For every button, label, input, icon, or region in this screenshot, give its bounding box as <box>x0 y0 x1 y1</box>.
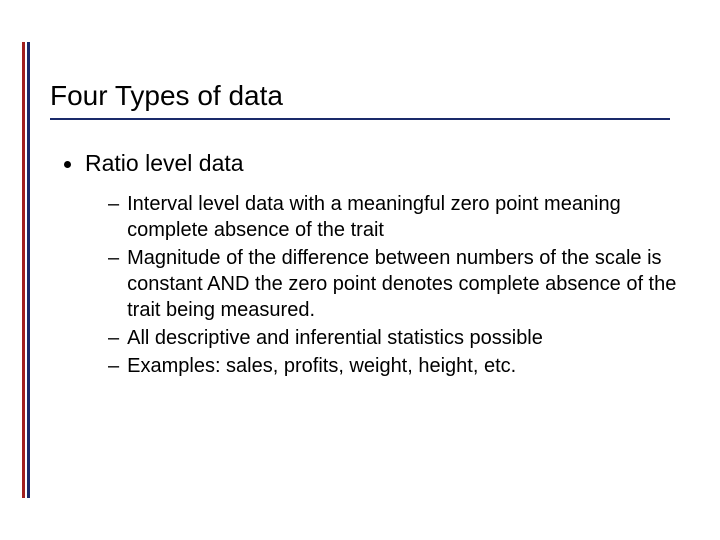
dash-icon: – <box>108 191 119 217</box>
left-border-red <box>22 42 25 498</box>
sub-bullet-text: Interval level data with a meaningful ze… <box>127 191 687 243</box>
sub-bullet-list: – Interval level data with a meaningful … <box>108 191 690 379</box>
dash-icon: – <box>108 245 119 271</box>
slide-title: Four Types of data <box>50 80 670 120</box>
sub-bullet-text: All descriptive and inferential statisti… <box>127 325 543 351</box>
bullet-dot-icon <box>64 161 71 168</box>
dash-icon: – <box>108 325 119 351</box>
dash-icon: – <box>108 353 119 379</box>
sub-bullet-item: – All descriptive and inferential statis… <box>108 325 690 351</box>
sub-bullet-item: – Examples: sales, profits, weight, heig… <box>108 353 690 379</box>
sub-bullet-item: – Magnitude of the difference between nu… <box>108 245 690 323</box>
sub-bullet-text: Magnitude of the difference between numb… <box>127 245 687 323</box>
left-border-blue <box>27 42 30 498</box>
bullet-level1: Ratio level data <box>64 150 690 177</box>
sub-bullet-item: – Interval level data with a meaningful … <box>108 191 690 243</box>
sub-bullet-text: Examples: sales, profits, weight, height… <box>127 353 516 379</box>
slide-content: Four Types of data Ratio level data – In… <box>50 80 690 381</box>
bullet-level1-text: Ratio level data <box>85 150 244 177</box>
